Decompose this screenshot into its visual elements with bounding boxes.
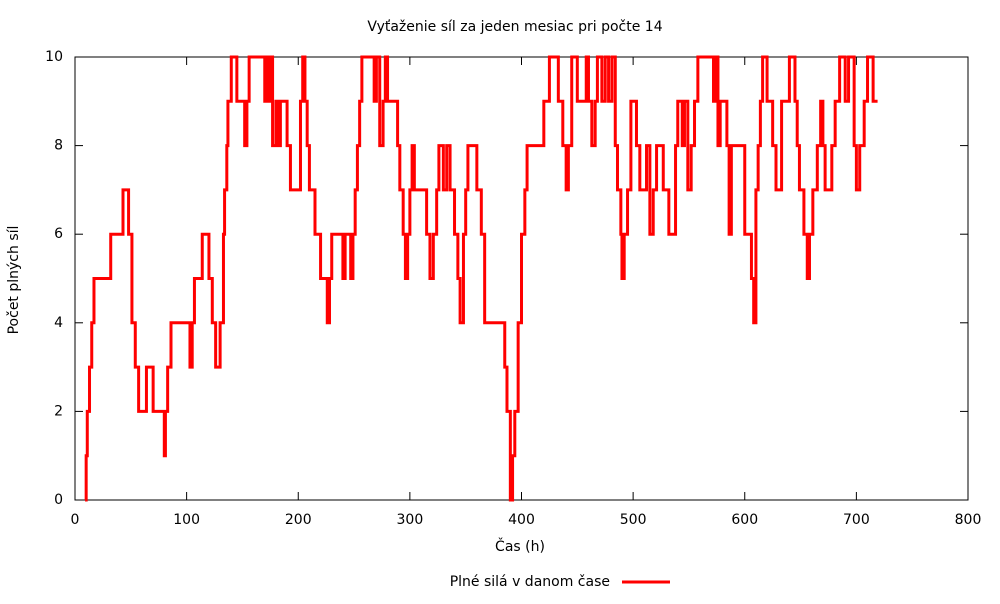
- y-tick-label: 6: [54, 226, 63, 242]
- y-tick-label: 2: [54, 403, 63, 419]
- x-axis-label: Čas (h): [495, 537, 545, 555]
- x-tick-label: 400: [508, 512, 535, 528]
- x-tick-label: 200: [285, 512, 312, 528]
- legend-label: Plné silá v danom čase: [450, 574, 610, 590]
- y-tick-label: 4: [54, 315, 63, 331]
- data-line: [84, 55, 878, 502]
- x-tick-label: 700: [843, 512, 870, 528]
- x-tick-label: 100: [173, 512, 200, 528]
- x-tick-label: 600: [731, 512, 758, 528]
- y-tick-label: 0: [54, 492, 63, 508]
- x-tick-label: 800: [955, 512, 982, 528]
- y-axis-label: Počet plných síl: [6, 226, 22, 335]
- chart-title: Vyťaženie síl za jeden mesiac pri počte …: [367, 19, 662, 35]
- x-tick-label: 300: [397, 512, 424, 528]
- y-tick-label: 8: [54, 138, 63, 154]
- x-tick-label: 500: [620, 512, 647, 528]
- x-tick-label: 0: [71, 512, 80, 528]
- y-tick-label: 10: [45, 49, 63, 65]
